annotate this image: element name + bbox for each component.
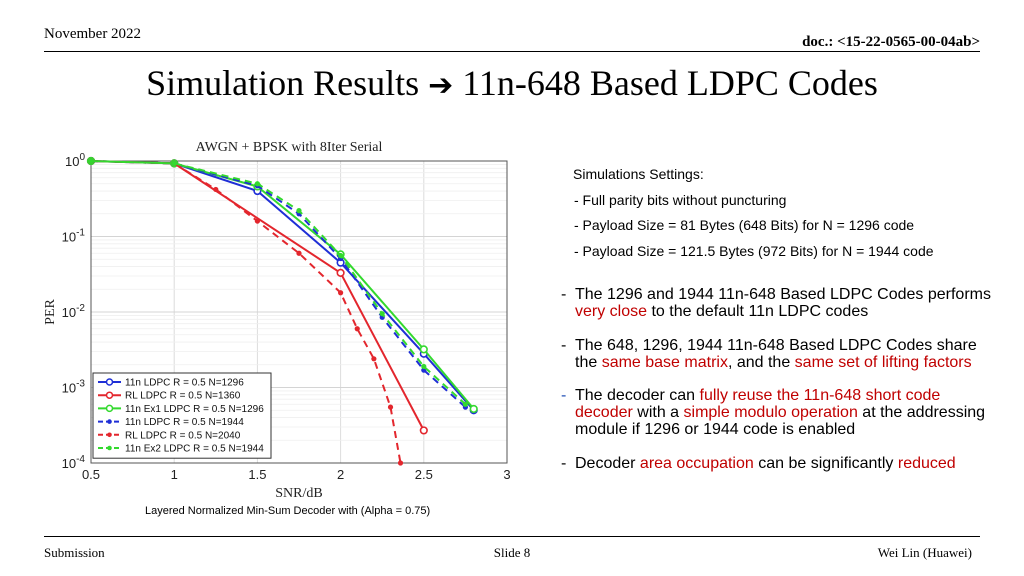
x-tick-label: 2.5 <box>415 467 433 482</box>
legend-marker <box>107 419 112 424</box>
header-doc-id: doc.: <15-22-0565-00-04ab> <box>802 34 980 50</box>
data-point <box>254 181 260 187</box>
y-tick-label: 100 <box>65 152 85 169</box>
plot-frame <box>90 160 508 464</box>
data-point <box>338 290 344 296</box>
per-chart-svg: 0.5 1 1.5 2 2.5 3 10-4 10-3 10-2 10-1 100 AWGN + BP… <box>43 140 511 501</box>
legend-marker <box>105 378 114 386</box>
footer-divider <box>44 536 980 537</box>
data-point <box>419 345 428 354</box>
legend-marker <box>107 432 112 438</box>
series-line <box>90 160 475 410</box>
data-point <box>336 268 345 277</box>
bullet-text: at the addressing module if 1296 or 1944… <box>575 404 986 438</box>
chart-title: AWGN + BPSK with 8Iter Serial <box>196 140 383 155</box>
settings-item: - Full parity bits without puncturing <box>574 191 787 208</box>
conclusions-list: - The 1296 and 1944 11n-648 Based LDPC C… <box>561 286 1001 472</box>
conclusion-item: - The 1296 and 1944 11n-648 Based LDPC C… <box>561 286 1001 320</box>
bullet-text: Decoder <box>575 455 640 472</box>
bullet-highlight: very close <box>575 303 648 320</box>
y-tick-label: 10-3 <box>62 379 86 396</box>
legend-marker <box>105 404 114 413</box>
bullet-text: The 1296 and 1944 11n-648 Based LDPC Cod… <box>575 286 991 303</box>
legend-label: RL LDPC R = 0.5 N=2040 <box>125 430 241 441</box>
per-chart: 0.5 1 1.5 2 2.5 3 10-4 10-3 10-2 10-1 100 AWGN + BP… <box>40 133 520 505</box>
bullet-highlight: same base matrix <box>601 354 728 371</box>
data-point <box>213 186 219 193</box>
series-line <box>90 160 467 405</box>
bullet-text: with a <box>632 404 684 421</box>
bullet-dash: - <box>561 387 567 404</box>
data-point <box>254 218 260 224</box>
y-tick-label: 10-4 <box>62 454 86 471</box>
settings-item: - Payload Size = 121.5 Bytes (972 Bits) … <box>574 242 934 259</box>
bullet-highlight: area occupation <box>639 455 754 472</box>
x-tick-label: 1 <box>171 467 178 482</box>
conclusion-item: - The 648, 1296, 1944 11n-648 Based LDPC… <box>561 337 1001 371</box>
data-point <box>462 401 468 407</box>
data-point <box>296 250 302 256</box>
bullet-text: to the default 11n LDPC codes <box>647 303 869 320</box>
legend-box <box>92 372 272 459</box>
conclusion-item: - The decoder can fully reuse the 11n-64… <box>561 387 1001 438</box>
x-tick-label: 2 <box>337 467 344 482</box>
conclusion-item: - Decoder area occupation can be signifi… <box>561 455 1001 472</box>
footer-slide-number: Slide 8 <box>493 545 531 560</box>
legend-label: 11n Ex1 LDPC R = 0.5 N=1296 <box>125 404 264 415</box>
x-tick-label: 3 <box>503 467 510 482</box>
bullet-dash: - <box>561 337 567 354</box>
y-tick-label: 10-1 <box>62 228 86 245</box>
title-rest: 11n-648 Based LDPC Codes <box>462 63 878 103</box>
x-tick-label: 1.5 <box>248 467 266 482</box>
bullet-highlight: reduced <box>897 455 956 472</box>
legend-marker <box>105 391 114 399</box>
chart-caption: Layered Normalized Min-Sum Decoder with … <box>145 505 431 517</box>
data-point <box>387 404 394 410</box>
bullet-text: The 648, 1296, 1944 11n-648 Based LDPC C… <box>575 337 977 371</box>
bullet-text: can be significantly <box>753 455 898 472</box>
x-tick-label: 0.5 <box>82 467 100 482</box>
footer-left: Submission <box>44 545 105 560</box>
data-point <box>379 311 385 317</box>
data-point <box>296 208 302 214</box>
bullet-highlight: simple modulo operation <box>683 404 858 421</box>
bullet-text: , and the <box>727 354 795 371</box>
bullet-highlight: fully reuse the 11n-648 short code decod… <box>575 387 941 421</box>
title-text: Simulation Results <box>146 63 420 103</box>
data-point <box>354 326 360 332</box>
legend-label: 11n LDPC R = 0.5 N=1944 <box>125 417 244 428</box>
series-line <box>90 160 402 464</box>
slide-title: Simulation Results ➔ 11n-648 Based LDPC … <box>0 62 1024 104</box>
data-point <box>397 460 404 466</box>
y-tick-label: 10-2 <box>62 303 86 320</box>
legend-label: RL LDPC R = 0.5 N=1360 <box>125 391 241 402</box>
bullet-text: The decoder can <box>575 387 700 404</box>
data-point <box>371 356 377 362</box>
legend-marker <box>107 445 112 451</box>
settings-item: - Payload Size = 81 Bytes (648 Bits) for… <box>574 217 915 233</box>
bullet-dash: - <box>561 455 567 472</box>
legend-label: 11n LDPC R = 0.5 N=1296 <box>125 378 244 389</box>
data-point <box>338 252 344 259</box>
data-point <box>171 160 177 166</box>
legend-label: 11n Ex2 LDPC R = 0.5 N=1944 <box>125 444 264 455</box>
data-point <box>88 158 94 164</box>
footer-author: Wei Lin (Huawei) <box>877 545 972 560</box>
bullet-highlight: same set of lifting factors <box>794 354 972 371</box>
header-date: November 2022 <box>44 26 142 42</box>
header-divider <box>44 51 980 52</box>
settings-heading: Simulations Settings: <box>573 166 704 182</box>
arrow-right-icon: ➔ <box>428 68 454 103</box>
y-axis-label: PER <box>43 299 58 325</box>
data-point <box>469 404 478 414</box>
bullet-dash: - <box>561 286 567 303</box>
simulation-settings: Simulations Settings: - Full parity bits… <box>573 162 934 264</box>
data-point <box>421 363 427 370</box>
x-axis-label: SNR/dB <box>275 486 322 501</box>
data-point <box>419 426 428 435</box>
